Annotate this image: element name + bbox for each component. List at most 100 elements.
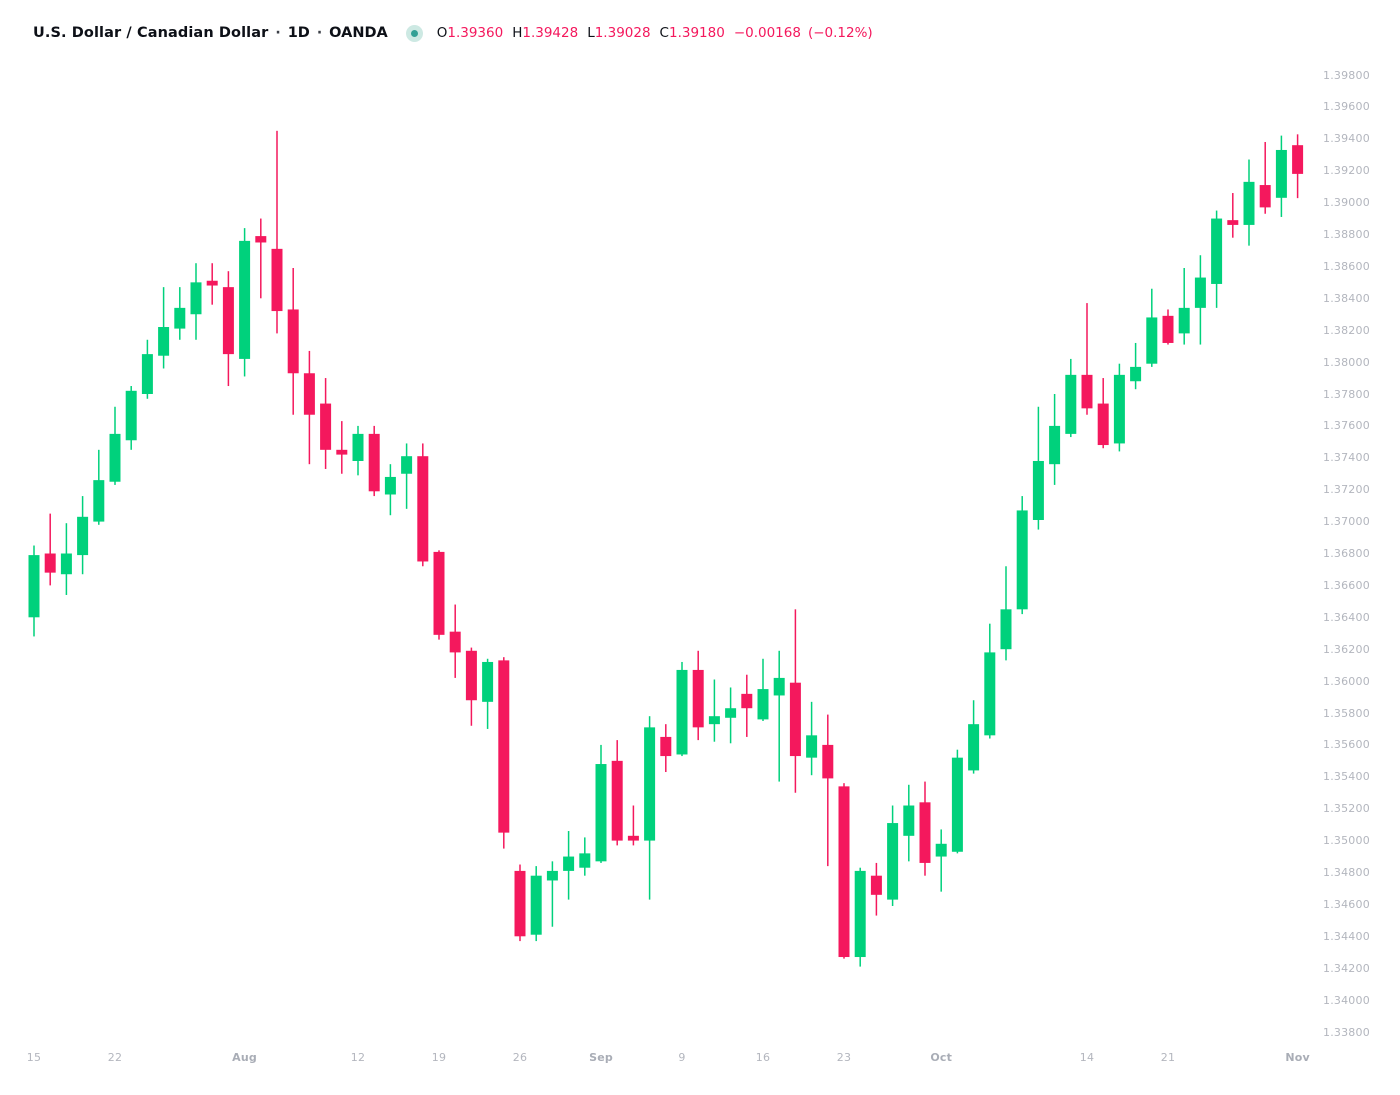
- separator: ·: [316, 25, 323, 41]
- candle-down: [255, 218, 267, 299]
- candle-body: [1243, 181, 1255, 225]
- low-label: L: [587, 25, 595, 41]
- candle-up: [28, 545, 40, 637]
- y-axis-label: 1.34000: [1323, 993, 1370, 1007]
- candle-body: [563, 856, 575, 871]
- candle-down: [741, 674, 753, 737]
- candle-body: [822, 744, 834, 779]
- candle-up: [595, 744, 607, 863]
- y-axis-label: 1.36800: [1323, 547, 1370, 560]
- interval-label[interactable]: 1D: [287, 25, 310, 41]
- candle-down: [498, 657, 510, 849]
- candle-down: [660, 724, 672, 773]
- candle-body: [1259, 185, 1271, 208]
- candle-up: [546, 861, 558, 927]
- candle-down: [611, 740, 623, 846]
- low-value: 1.39028: [594, 25, 651, 41]
- exchange-label[interactable]: OANDA: [329, 25, 388, 41]
- x-axis-label: Sep: [589, 1051, 613, 1064]
- candle-up: [482, 658, 494, 729]
- candle-body: [206, 280, 218, 286]
- candle-up: [77, 496, 89, 575]
- price-scale[interactable]: 1.39800 1.39600 1.39400 1.39200 1.39000 1.388…: [1322, 0, 1400, 1095]
- candle-wick: [827, 714, 829, 867]
- candle-body: [1016, 510, 1028, 610]
- candle-up: [968, 700, 980, 774]
- candle-body: [1049, 425, 1061, 465]
- candle-down: [449, 604, 461, 678]
- y-axis-label: 1.38200: [1323, 323, 1370, 337]
- candle-body: [190, 282, 202, 315]
- symbol-legend[interactable]: U.S. Dollar / Canadian Dollar · 1D · OAN…: [33, 22, 880, 44]
- candle-down: [465, 647, 477, 726]
- candle-up: [530, 866, 542, 942]
- candle-up: [158, 287, 170, 369]
- candle-body: [44, 553, 56, 573]
- y-axis-label: 1.38400: [1323, 291, 1370, 305]
- candle-body: [546, 870, 558, 881]
- y-axis-label: 1.37200: [1323, 483, 1370, 497]
- candle-body: [60, 553, 72, 575]
- candle-down: [692, 650, 704, 741]
- candle-down: [336, 421, 348, 474]
- change-percent: (−0.12%): [807, 25, 873, 41]
- high-label: H: [512, 25, 523, 41]
- candle-down: [919, 781, 931, 876]
- x-axis-label: 14: [1079, 1051, 1095, 1064]
- candle-body: [222, 287, 234, 355]
- y-axis-label: 1.38000: [1323, 355, 1370, 369]
- candle-up: [384, 464, 396, 516]
- close-label: C: [659, 25, 669, 41]
- candle-body: [271, 248, 283, 312]
- candle-down: [44, 513, 56, 586]
- candle-down: [222, 271, 234, 387]
- y-axis-label: 1.35800: [1323, 706, 1370, 720]
- candle-body: [1097, 403, 1109, 446]
- candle-wick: [1232, 193, 1234, 238]
- candle-up: [1130, 342, 1142, 390]
- candle-up: [125, 386, 137, 450]
- high-value: 1.39428: [522, 25, 579, 41]
- y-axis-label: 1.39400: [1323, 132, 1370, 146]
- x-axis-label: Nov: [1285, 1051, 1310, 1064]
- candle-up: [1113, 363, 1125, 452]
- x-axis-label: 23: [836, 1051, 852, 1064]
- candle-body: [109, 433, 121, 482]
- ohlc-values: O 1.39360 H 1.39428 L 1.39028 C 1.39180: [437, 25, 734, 41]
- candle-body: [465, 650, 477, 701]
- candle-body: [336, 449, 348, 455]
- y-axis-label: 1.34400: [1323, 929, 1370, 943]
- y-axis-label: 1.39800: [1323, 68, 1370, 82]
- candle-down: [514, 864, 526, 942]
- open-value: 1.39360: [447, 25, 504, 41]
- candle-body: [1081, 374, 1093, 409]
- candle-body: [158, 327, 170, 356]
- candle-up: [708, 679, 720, 742]
- candle-body: [1032, 460, 1044, 520]
- candle-body: [611, 760, 623, 841]
- x-axis-label: 26: [512, 1051, 528, 1064]
- y-axis-label: 1.39600: [1323, 100, 1370, 114]
- time-scale[interactable]: 15 22 Aug 12 19 26 Sep 9 16 23 Oct 14 21 Nov: [0, 1051, 1400, 1081]
- candle-wick: [276, 130, 278, 334]
- candle-body: [28, 555, 40, 618]
- y-axis-label: 1.35600: [1323, 738, 1370, 752]
- change-value: −0.00168: [733, 25, 801, 41]
- candle-wick: [940, 829, 942, 892]
- candle-down: [1081, 303, 1093, 415]
- candle-up: [903, 784, 915, 862]
- candle-body: [725, 708, 737, 718]
- candle-up: [1194, 255, 1206, 345]
- candle-up: [854, 867, 866, 967]
- candle-body: [303, 373, 315, 415]
- x-axis-label: 21: [1160, 1051, 1176, 1064]
- y-axis-label: 1.35400: [1323, 770, 1370, 784]
- candle-body: [984, 652, 996, 736]
- candle-body: [887, 823, 899, 900]
- candle-body: [935, 843, 947, 857]
- symbol-title[interactable]: U.S. Dollar / Canadian Dollar: [33, 25, 269, 41]
- candle-body: [789, 682, 801, 757]
- candle-up: [757, 658, 769, 721]
- candle-up: [725, 687, 737, 744]
